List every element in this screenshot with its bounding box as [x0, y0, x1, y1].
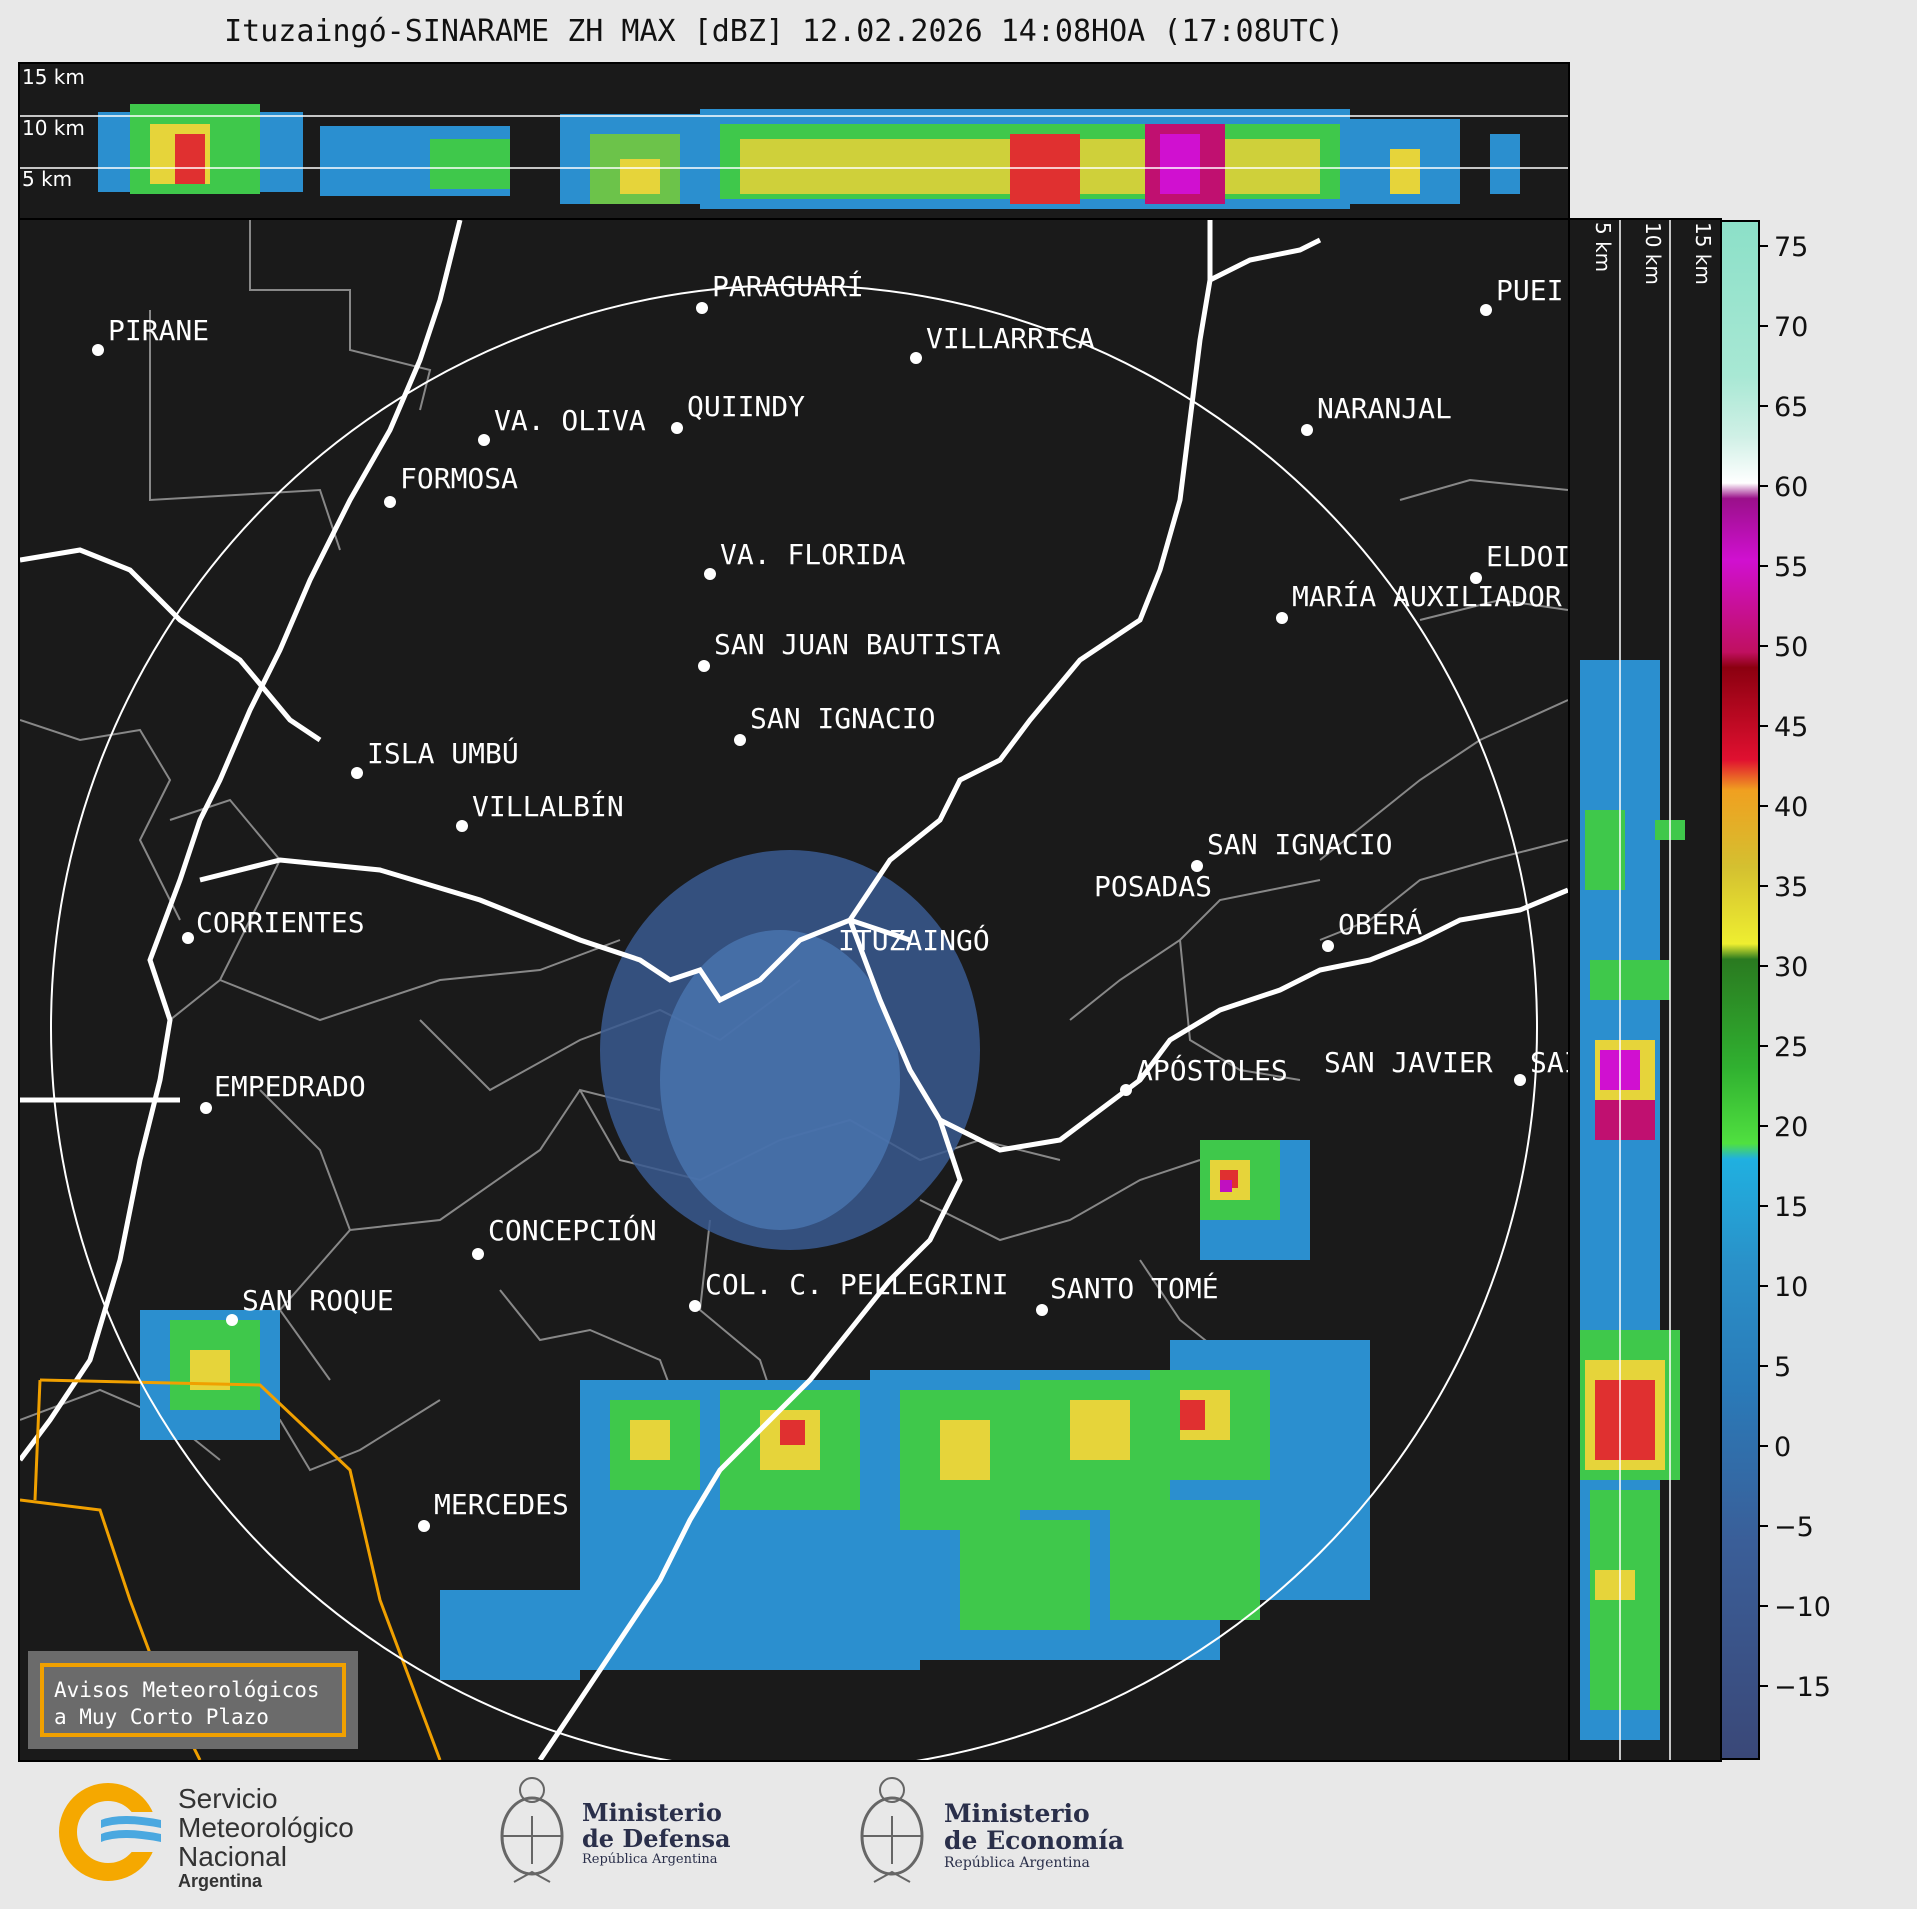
city-label-naranjal: NARANJAL — [1317, 392, 1452, 425]
smn-emblem-icon — [59, 1783, 166, 1881]
city-label-apostoles: APÓSTOLES — [1136, 1053, 1288, 1087]
colorbar-tick: 15 — [1774, 1192, 1808, 1223]
city-label-pirane: PIRANE — [108, 314, 209, 347]
top-profile-label-10km: 10 km — [22, 116, 85, 140]
city-label-concepcion: CONCEPCIÓN — [488, 1213, 657, 1247]
city-label-isla-umbu: ISLA UMBÚ — [367, 736, 519, 770]
city-label-puei: PUEI — [1496, 274, 1563, 307]
colorbar-tick: 65 — [1774, 392, 1808, 423]
city-label-san-ignacio-ar: SAN IGNACIO — [1207, 828, 1392, 861]
coat-of-arms-icon — [860, 1777, 924, 1883]
colorbar-ticks: 75 70 65 60 55 50 45 40 35 30 25 20 15 1… — [1760, 232, 1831, 1703]
city-label-sai: SAI — [1530, 1046, 1568, 1079]
economia-line3: República Argentina — [944, 1855, 1090, 1871]
smn-line2: Meteorológico — [178, 1812, 354, 1843]
colorbar — [1720, 220, 1760, 1760]
side-vertical-profile: 5 km 10 km 15 km — [1568, 218, 1722, 1762]
city-label-posadas: POSADAS — [1094, 870, 1212, 903]
colorbar-tick: −5 — [1774, 1512, 1814, 1543]
economia-line1: Ministerio — [944, 1799, 1090, 1828]
city-label-ituzaingo: ITUZAINGÓ — [838, 923, 990, 957]
warning-legend-line2: a Muy Corto Plazo — [54, 1705, 269, 1729]
colorbar-tick: 75 — [1774, 232, 1808, 263]
colorbar-tick: 45 — [1774, 712, 1808, 743]
city-label-villarrica: VILLARRICA — [926, 322, 1095, 355]
colorbar-tick: −10 — [1774, 1592, 1831, 1623]
map-title: Ituzaingó-SINARAME ZH MAX [dBZ] 12.02.20… — [224, 14, 1344, 49]
colorbar-tick: 30 — [1774, 952, 1808, 983]
city-label-villalbin: VILLALBÍN — [472, 789, 624, 823]
warning-legend-line1: Avisos Meteorológicos — [54, 1678, 320, 1702]
city-label-san-javier: SAN JAVIER — [1324, 1046, 1493, 1079]
range-ring — [50, 284, 1538, 1760]
city-label-col-pellegrini: COL. C. PELLEGRINI — [705, 1268, 1008, 1301]
smn-logo: Servicio Meteorológico Nacional Argentin… — [56, 1782, 396, 1891]
colorbar-tick: 0 — [1774, 1432, 1791, 1463]
city-label-quiindy: QUIINDY — [687, 390, 805, 423]
defensa-line2: de Defensa — [582, 1824, 731, 1853]
economia-logo: Ministerio de Economía República Argenti… — [854, 1772, 1154, 1892]
side-profile-label-10km: 10 km — [1641, 222, 1665, 285]
side-profile-label-15km: 15 km — [1691, 222, 1715, 285]
smn-line4: Argentina — [178, 1871, 263, 1891]
colorbar-tick: 40 — [1774, 792, 1808, 823]
top-profile-echoes — [98, 104, 1520, 209]
colorbar-tick: 25 — [1774, 1032, 1808, 1063]
rivers — [20, 220, 1568, 1760]
colorbar-tick: 60 — [1774, 472, 1808, 503]
city-label-mercedes: MERCEDES — [434, 1488, 569, 1521]
radar-echoes — [140, 850, 1370, 1680]
economia-line2: de Economía — [944, 1826, 1125, 1855]
defensa-logo: Ministerio de Defensa República Argentin… — [494, 1772, 754, 1892]
defensa-line3: República Argentina — [582, 1852, 718, 1867]
city-label-empedrado: EMPEDRADO — [214, 1070, 366, 1103]
radar-map: PIRANE PARAGUARÍ VILLARRICA QUIINDY VA. … — [18, 218, 1570, 1762]
colorbar-tick: 50 — [1774, 632, 1808, 663]
colorbar-tick: −15 — [1774, 1672, 1831, 1703]
side-profile-label-5km: 5 km — [1591, 222, 1615, 272]
city-label-san-juan-bautista: SAN JUAN BAUTISTA — [714, 628, 1001, 661]
colorbar-tick: 35 — [1774, 872, 1808, 903]
colorbar-tick: 70 — [1774, 312, 1808, 343]
city-markers: PIRANE PARAGUARÍ VILLARRICA QUIINDY VA. … — [92, 269, 1568, 1532]
city-label-maria-auxiliador: MARÍA AUXILIADOR — [1292, 579, 1562, 613]
colorbar-tick: 20 — [1774, 1112, 1808, 1143]
city-label-paraguari: PARAGUARÍ — [712, 269, 864, 303]
city-label-va-oliva: VA. OLIVA — [494, 404, 646, 437]
smn-line1: Servicio — [178, 1783, 278, 1814]
city-label-va-florida: VA. FLORIDA — [720, 538, 906, 571]
city-label-corrientes: CORRIENTES — [196, 906, 365, 939]
warning-legend-box: Avisos Meteorológicos a Muy Corto Plazo — [28, 1651, 358, 1749]
top-profile-label-15km: 15 km — [22, 65, 85, 89]
defensa-line1: Ministerio — [582, 1798, 722, 1827]
city-label-eldoi: ELDOI — [1486, 540, 1568, 573]
city-label-san-ignacio-py: SAN IGNACIO — [750, 702, 935, 735]
smn-line3: Nacional — [178, 1841, 287, 1872]
coat-of-arms-icon — [500, 1777, 564, 1883]
top-vertical-profile: 15 km 10 km 5 km — [18, 62, 1570, 220]
city-label-formosa: FORMOSA — [400, 462, 518, 495]
top-profile-label-5km: 5 km — [22, 167, 72, 191]
colorbar-tick: 10 — [1774, 1272, 1808, 1303]
city-label-santo-tome: SANTO TOMÉ — [1050, 1271, 1219, 1305]
colorbar-tick: 5 — [1774, 1352, 1791, 1383]
colorbar-tick: 55 — [1774, 552, 1808, 583]
city-label-san-roque: SAN ROQUE — [242, 1284, 394, 1317]
city-label-obera: OBERÁ — [1338, 907, 1422, 941]
